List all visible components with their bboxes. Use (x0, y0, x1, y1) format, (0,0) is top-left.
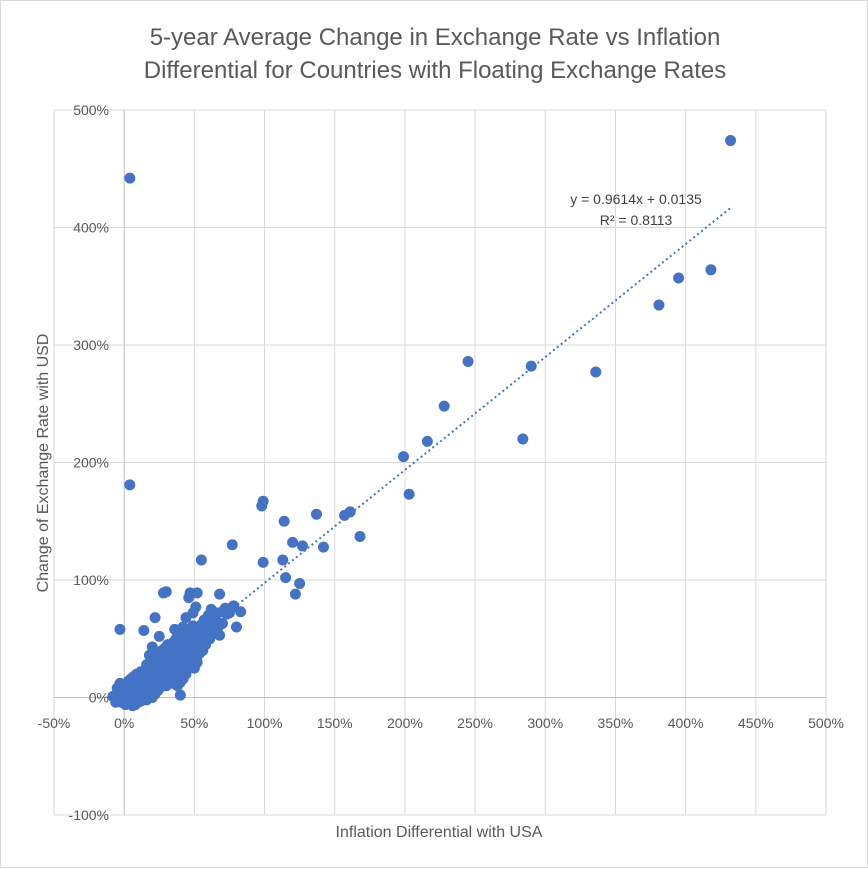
y-tick-label: -100% (69, 807, 109, 823)
data-point (673, 272, 685, 284)
trendline-equation: y = 0.9614x + 0.0135 (570, 191, 702, 207)
trendline (112, 207, 732, 706)
x-tick-label: 150% (317, 715, 353, 731)
data-point (125, 673, 137, 685)
data-point (127, 700, 139, 712)
y-tick-label: 0% (89, 690, 109, 706)
data-point (169, 623, 181, 635)
data-point (294, 578, 306, 590)
y-tick-label: 200% (73, 455, 109, 471)
data-point (317, 541, 329, 553)
data-point (149, 666, 161, 678)
x-tick-label: 50% (180, 715, 208, 731)
x-tick-label: 450% (738, 715, 774, 731)
data-point (226, 539, 238, 551)
x-axis-title: Inflation Differential with USA (336, 824, 543, 841)
data-point (228, 600, 240, 612)
data-point (277, 554, 289, 566)
data-point (114, 623, 126, 635)
data-point (212, 621, 224, 633)
data-point (287, 536, 299, 548)
data-point (280, 572, 292, 584)
tick-labels: -50% 0% 50% 100% 150% 200% 250% 300% 350% 400% 450… (38, 102, 844, 823)
data-point (310, 508, 322, 520)
data-point (214, 588, 226, 600)
data-point (195, 554, 207, 566)
data-point (124, 479, 136, 491)
data-point (124, 172, 136, 184)
data-point (230, 621, 242, 633)
data-point (183, 592, 195, 604)
x-tick-label: 250% (457, 715, 493, 731)
data-point (725, 135, 737, 147)
gridlines (53, 109, 827, 816)
data-point (653, 299, 665, 311)
x-tick-label: -50% (38, 715, 71, 731)
data-point (149, 612, 161, 624)
y-tick-label: 500% (73, 102, 109, 118)
data-point (157, 676, 169, 688)
data-point (257, 556, 269, 568)
data-point (403, 488, 415, 500)
data-point (289, 588, 301, 600)
data-point (201, 617, 213, 629)
x-tick-label: 400% (668, 715, 704, 731)
data-point (398, 451, 410, 463)
y-axis-title: Change of Exchange Rate with USD (35, 334, 52, 593)
data-point (421, 435, 433, 447)
data-point (157, 587, 169, 599)
data-point (590, 366, 602, 378)
data-point (462, 355, 474, 367)
x-tick-label: 0% (114, 715, 134, 731)
data-point (517, 433, 529, 445)
data-point (296, 540, 308, 552)
data-point (153, 630, 165, 642)
data-point (205, 603, 217, 615)
x-tick-label: 200% (387, 715, 423, 731)
x-tick-label: 300% (527, 715, 563, 731)
data-point (172, 680, 184, 692)
data-point (174, 689, 186, 701)
chart-title-line-1: 5-year Average Change in Exchange Rate v… (150, 24, 721, 51)
data-point (256, 500, 268, 512)
trendline-group (112, 207, 732, 706)
y-tick-label: 400% (73, 220, 109, 236)
data-point (438, 400, 450, 412)
data-points (107, 135, 737, 712)
x-tick-label: 350% (598, 715, 634, 731)
x-tick-label: 100% (247, 715, 283, 731)
x-tick-label: 500% (808, 715, 844, 731)
data-point (180, 612, 192, 624)
data-point (121, 682, 133, 694)
data-point (354, 531, 366, 543)
data-point (705, 264, 717, 276)
data-point (138, 625, 150, 637)
data-point (278, 515, 290, 527)
trendline-r-squared: R² = 0.8113 (600, 212, 673, 228)
data-point (114, 694, 126, 706)
chart-title-line-2: Differential for Countries with Floating… (144, 57, 727, 84)
y-tick-label: 300% (73, 337, 109, 353)
data-point (339, 509, 351, 521)
data-point (525, 360, 537, 372)
y-tick-label: 100% (73, 572, 109, 588)
